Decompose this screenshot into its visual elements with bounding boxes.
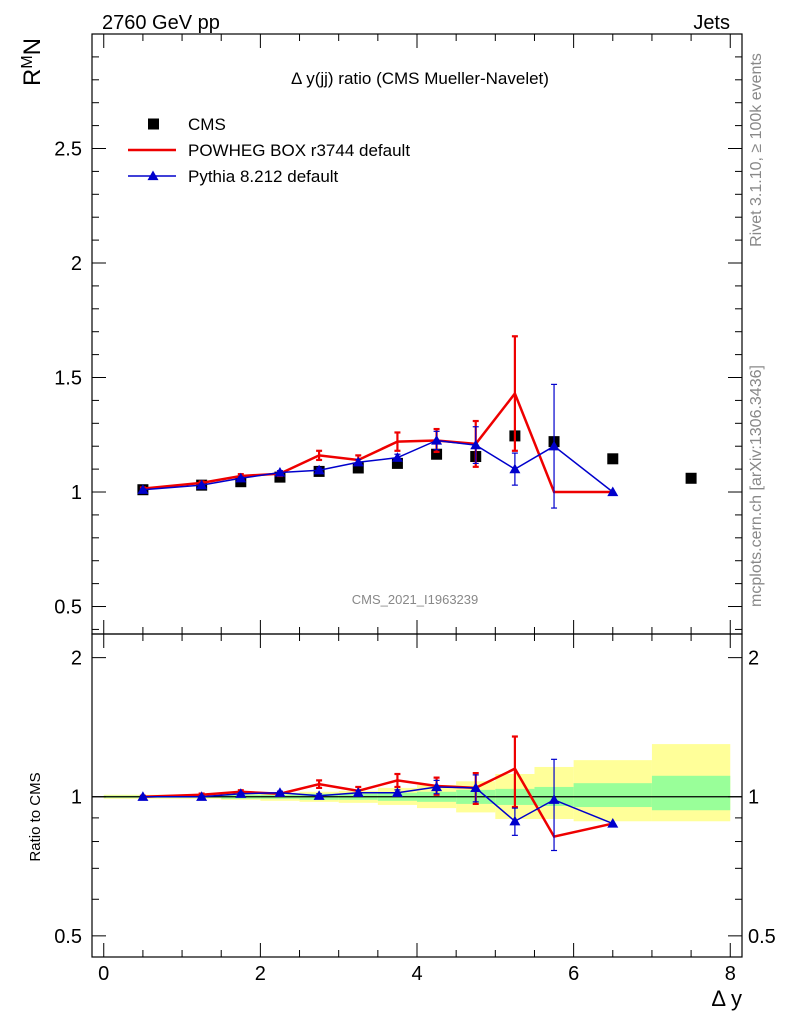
data-point	[391, 787, 403, 797]
data-point	[352, 456, 364, 467]
mcplots-label: mcplots.cern.ch [arXiv:1306.3436]	[748, 365, 765, 607]
x-axis-label: Δ y	[711, 986, 742, 1011]
data-point	[196, 479, 208, 490]
cms-data-point	[352, 462, 364, 474]
cms-data-point	[685, 472, 697, 484]
x-tick-label: 6	[568, 963, 579, 985]
data-point	[313, 464, 325, 475]
data-point	[607, 818, 619, 828]
header-right: Jets	[693, 12, 730, 34]
legend-label: Pythia 8.212 default	[188, 167, 339, 186]
stat-uncertainty-band	[651, 775, 731, 811]
data-point	[235, 472, 247, 483]
x-tick-label: 4	[411, 963, 422, 985]
ratio-y-tick-label: 2	[71, 648, 82, 670]
data-point	[548, 794, 560, 804]
cms-data-point	[391, 457, 403, 469]
data-point	[391, 452, 403, 462]
rivet-label: Rivet 3.1.10, ≥ 100k events	[748, 53, 765, 247]
x-tick-label: 0	[98, 963, 109, 985]
cms-data-point	[274, 471, 286, 483]
y-tick-label: 1	[71, 482, 82, 504]
y-tick-label: 2.5	[54, 139, 82, 161]
data-point	[137, 484, 149, 494]
y-axis-label-main: R	[19, 69, 46, 86]
data-point	[470, 439, 482, 450]
watermark: CMS_2021_I1963239	[352, 592, 479, 607]
ratio-y-tick-label: 0.5	[54, 926, 82, 948]
ratio-y-tick-label-right: 0.5	[748, 926, 776, 948]
legend-marker-pythia	[147, 170, 159, 181]
y-tick-label: 0.5	[54, 597, 82, 619]
data-point	[431, 781, 443, 792]
data-point	[509, 463, 521, 474]
data-point	[274, 467, 286, 477]
ratio-y-tick-label-right: 2	[748, 648, 759, 670]
series-powheg	[139, 335, 613, 494]
series-layer	[137, 335, 697, 852]
data-point	[431, 434, 443, 445]
axis-ticks: 0 2 4 6 8 0.5 1 1.5 2 2.5 0.5 0.5 1 1 2 2	[54, 34, 776, 985]
legend-label: CMS	[188, 115, 226, 134]
ratio-y-axis-label: Ratio to CMS	[27, 772, 44, 861]
ratio-y-tick-label-right: 1	[748, 787, 759, 809]
legend: CMS POWHEG BOX r3744 default Pythia 8.212 …	[128, 115, 410, 186]
series-line	[142, 786, 614, 825]
data-point	[137, 791, 149, 801]
ratio-y-tick-label: 1	[71, 787, 82, 809]
series-pythia	[137, 383, 619, 509]
data-point	[235, 788, 247, 798]
y-tick-label: 1.5	[54, 368, 82, 390]
data-point	[196, 791, 208, 801]
cms-data-point	[607, 453, 619, 465]
legend-marker-cms	[148, 118, 159, 130]
data-point	[274, 787, 286, 797]
x-tick-label: 2	[255, 963, 266, 985]
series-line	[142, 439, 614, 493]
cms-data-point	[431, 448, 443, 460]
data-point	[470, 782, 482, 793]
legend-label: POWHEG BOX r3744 default	[188, 141, 410, 160]
y-axis-label: RMN	[19, 38, 46, 86]
chart-title: Δ y(jj) ratio (CMS Mueller-Navelet)	[291, 69, 549, 88]
stat-uncertainty-band	[573, 783, 652, 808]
y-axis-label-sup: M	[19, 55, 36, 68]
series-line	[142, 767, 614, 838]
x-tick-label: 8	[725, 963, 736, 985]
y-axis-label-sub: N	[19, 38, 46, 55]
y-tick-label: 2	[71, 253, 82, 275]
header-left: 2760 GeV pp	[102, 12, 220, 34]
data-point	[313, 790, 325, 800]
data-point	[607, 486, 619, 497]
data-point	[352, 787, 364, 797]
data-point	[509, 815, 521, 826]
series-pythia	[137, 758, 619, 852]
data-point	[548, 440, 560, 451]
series-line	[142, 391, 613, 494]
